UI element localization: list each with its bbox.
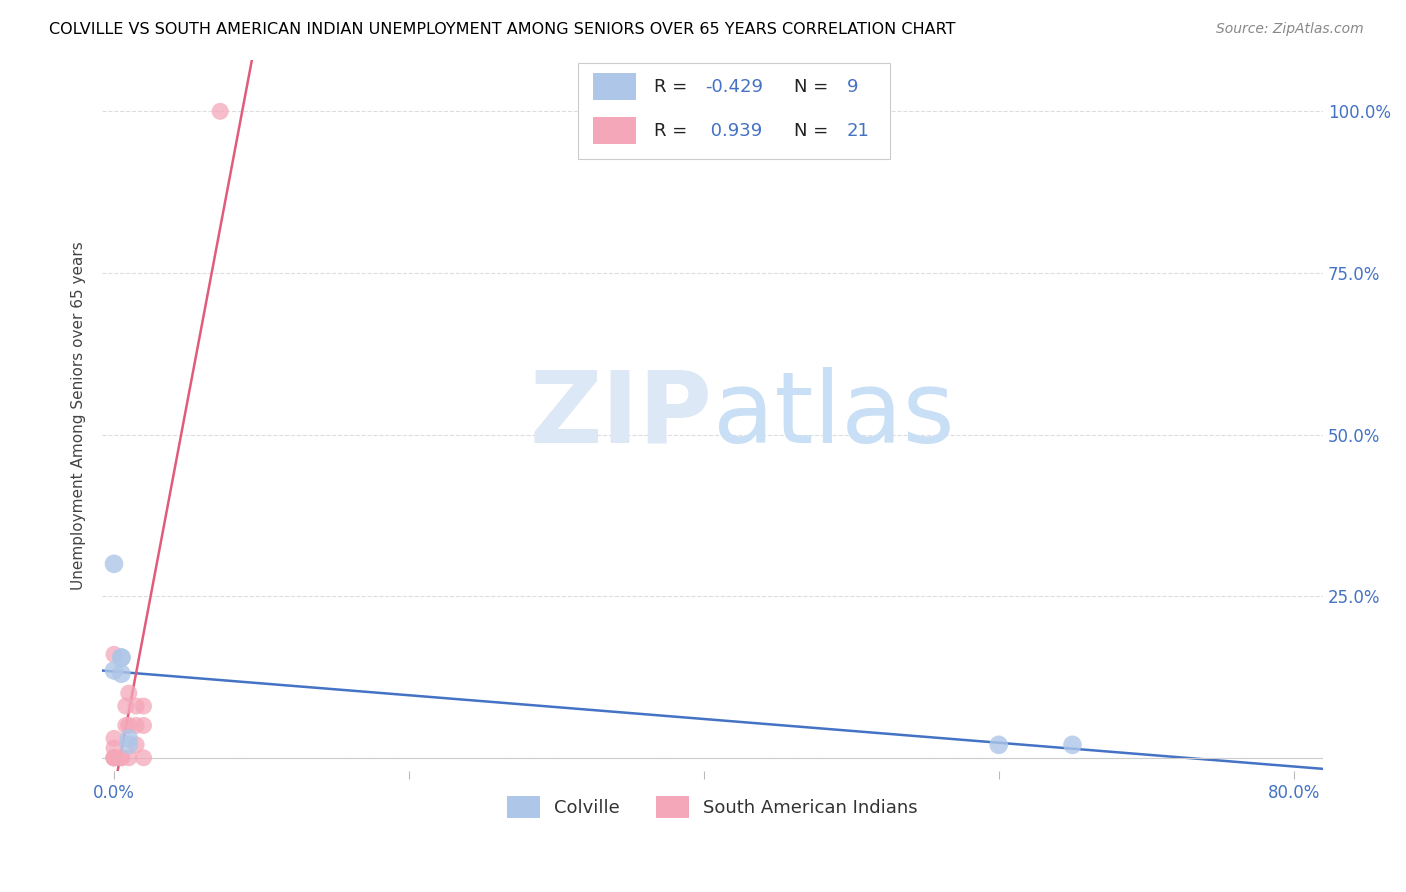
Point	[114, 699, 136, 714]
Point	[103, 751, 125, 765]
Point	[103, 664, 125, 678]
Text: 21: 21	[846, 121, 870, 140]
Text: -0.429: -0.429	[706, 78, 763, 95]
Text: N =: N =	[794, 121, 835, 140]
Point	[114, 718, 136, 732]
FancyBboxPatch shape	[593, 73, 636, 100]
FancyBboxPatch shape	[593, 117, 636, 145]
Point	[103, 751, 125, 765]
Point	[103, 731, 125, 746]
Text: Source: ZipAtlas.com: Source: ZipAtlas.com	[1216, 22, 1364, 37]
Point	[987, 738, 1010, 752]
Point	[118, 686, 141, 700]
Point	[118, 738, 141, 752]
Y-axis label: Unemployment Among Seniors over 65 years: Unemployment Among Seniors over 65 years	[72, 241, 86, 590]
Point	[132, 699, 155, 714]
Point	[103, 751, 125, 765]
Point	[118, 751, 141, 765]
Point	[110, 650, 132, 665]
Point	[110, 666, 132, 681]
FancyBboxPatch shape	[578, 63, 890, 159]
Point	[103, 741, 125, 756]
Text: 0.939: 0.939	[706, 121, 762, 140]
Text: 9: 9	[846, 78, 859, 95]
Point	[132, 718, 155, 732]
Point	[132, 751, 155, 765]
Point	[118, 718, 141, 732]
Point	[1062, 738, 1084, 752]
Point	[209, 104, 232, 119]
Point	[103, 648, 125, 662]
Legend: Colville, South American Indians: Colville, South American Indians	[501, 789, 925, 826]
Text: ZIP: ZIP	[530, 367, 713, 464]
Point	[103, 751, 125, 765]
Text: R =: R =	[654, 78, 693, 95]
Point	[125, 718, 148, 732]
Point	[103, 557, 125, 571]
Text: atlas: atlas	[713, 367, 955, 464]
Point	[110, 650, 132, 665]
Point	[118, 731, 141, 746]
Point	[125, 738, 148, 752]
Point	[125, 699, 148, 714]
Point	[110, 751, 132, 765]
Text: COLVILLE VS SOUTH AMERICAN INDIAN UNEMPLOYMENT AMONG SENIORS OVER 65 YEARS CORRE: COLVILLE VS SOUTH AMERICAN INDIAN UNEMPL…	[49, 22, 956, 37]
Text: N =: N =	[794, 78, 835, 95]
Point	[110, 751, 132, 765]
Text: R =: R =	[654, 121, 693, 140]
